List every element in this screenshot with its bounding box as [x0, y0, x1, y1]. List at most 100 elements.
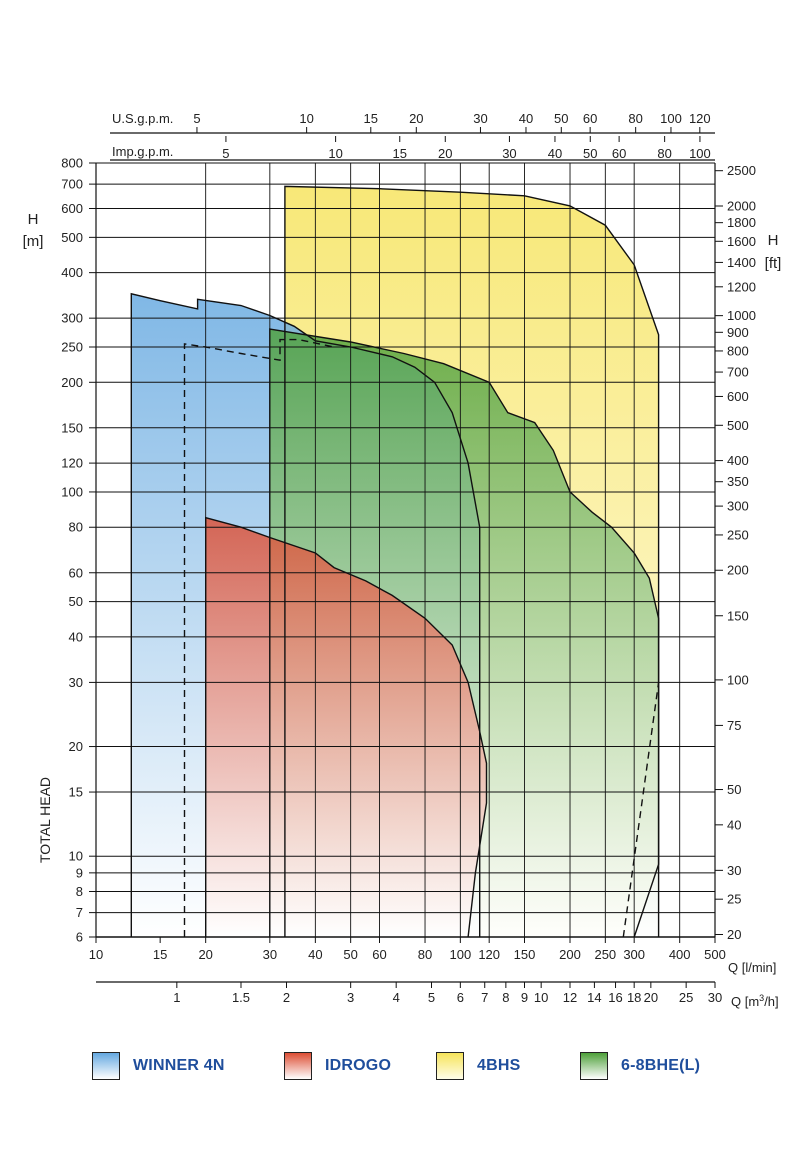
x-axis-tick-m3h: 20 [644, 990, 658, 1005]
x-axis-tick-lmin: 20 [198, 947, 212, 962]
left-axis-tick: 50 [69, 594, 83, 609]
chart-axes: 8007006005004003002502001501201008060504… [23, 111, 782, 1009]
top-axis-usgpm-tick: 30 [473, 111, 487, 126]
right-axis-tick: 25 [727, 892, 741, 907]
right-axis-tick: 1400 [727, 255, 756, 270]
top-axis-usgpm-tick: 50 [554, 111, 568, 126]
x-axis-tick-m3h: 6 [457, 990, 464, 1005]
right-axis-tick: 250 [727, 527, 749, 542]
legend-item-idrogo: IDROGO [284, 1052, 391, 1080]
left-axis-tick: 9 [76, 865, 83, 880]
right-axis-tick: 400 [727, 453, 749, 468]
right-axis-tick: 300 [727, 499, 749, 514]
top-axis-impgpm-tick: 50 [583, 146, 597, 161]
x-axis-tick-lmin: 100 [449, 947, 471, 962]
x-axis-tick-lmin: 500 [704, 947, 726, 962]
left-axis-tick: 600 [61, 201, 83, 216]
x-axis-tick-m3h: 2 [283, 990, 290, 1005]
x-axis-tick-lmin: 30 [263, 947, 277, 962]
right-axis-tick: 100 [727, 672, 749, 687]
right-axis-tick: 2500 [727, 163, 756, 178]
right-axis-tick: 900 [727, 325, 749, 340]
x-axis-tick-m3h: 16 [608, 990, 622, 1005]
top-axis-usgpm-tick: 80 [628, 111, 642, 126]
left-axis-label-unit: [m] [23, 233, 44, 250]
legend-swatch-4bhs [436, 1052, 464, 1080]
right-axis-tick: 30 [727, 863, 741, 878]
series-outlines [130, 185, 660, 938]
x-axis-tick-lmin: 40 [308, 947, 322, 962]
right-axis-tick: 200 [727, 563, 749, 578]
right-axis-label-unit: [ft] [765, 255, 782, 272]
series-outline-4bhs [284, 185, 660, 938]
top-axis-usgpm-tick: 5 [193, 111, 200, 126]
series-outline-winner-4n [130, 292, 481, 937]
legend-swatch-winner-4n [92, 1052, 120, 1080]
x-axis-tick-m3h: 3 [347, 990, 354, 1005]
left-axis-tick: 250 [61, 339, 83, 354]
top-axis-usgpm-tick: 60 [583, 111, 597, 126]
left-axis-tick: 20 [69, 739, 83, 754]
legend-swatch-6-8bhe [580, 1052, 608, 1080]
x-axis-tick-lmin: 50 [343, 947, 357, 962]
top-axis-impgpm-tick: 20 [438, 146, 452, 161]
left-axis-tick: 6 [76, 930, 83, 945]
left-axis-tick: 8 [76, 884, 83, 899]
x-axis-tick-lmin: 300 [623, 947, 645, 962]
right-axis-tick: 1800 [727, 215, 756, 230]
top-axis-impgpm-tick: 5 [222, 146, 229, 161]
top-axis-usgpm-tick: 120 [689, 111, 711, 126]
x-axis-tick-lmin: 250 [594, 947, 616, 962]
top-axis-impgpm-tick: 100 [689, 146, 711, 161]
left-axis-tick: 10 [69, 849, 83, 864]
right-axis-tick: 50 [727, 782, 741, 797]
left-axis-tick: 60 [69, 565, 83, 580]
x-axis-tick-m3h: 7 [481, 990, 488, 1005]
x-axis-tick-lmin: 120 [478, 947, 500, 962]
legend-label-6-8bhe: 6-8BHE(L) [621, 1057, 701, 1074]
legend-item-winner-4n: WINNER 4N [92, 1052, 225, 1080]
x-axis-tick-lmin: 10 [89, 947, 103, 962]
x-axis-tick-lmin: 15 [153, 947, 167, 962]
top-axis-usgpm-tick: 100 [660, 111, 682, 126]
x-axis-tick-m3h: 9 [521, 990, 528, 1005]
chart-legend: WINNER 4N IDROGO 4BHS 6-8BHE(L) [0, 1052, 800, 1092]
right-axis-tick: 1600 [727, 234, 756, 249]
left-axis-tick: 200 [61, 375, 83, 390]
dashed-outline-4bhs-alt [622, 682, 660, 938]
x-axis-tick-lmin: 400 [669, 947, 691, 962]
x-axis-tick-m3h: 14 [587, 990, 601, 1005]
left-axis-tick: 500 [61, 230, 83, 245]
top-axis-impgpm-tick: 40 [548, 146, 562, 161]
right-axis-tick: 2000 [727, 198, 756, 213]
top-axis-impgpm-tick: 30 [502, 146, 516, 161]
left-axis-tick: 7 [76, 905, 83, 920]
x-axis-tick-lmin: 60 [372, 947, 386, 962]
x-axis-tick-m3h: 5 [428, 990, 435, 1005]
right-axis-tick: 600 [727, 389, 749, 404]
x-axis-tick-m3h: 10 [534, 990, 548, 1005]
right-axis-tick: 500 [727, 418, 749, 433]
left-axis-tick: 120 [61, 456, 83, 471]
legend-item-6-8bhe: 6-8BHE(L) [580, 1052, 700, 1080]
top-axis-usgpm-label: U.S.g.p.m. [112, 111, 173, 126]
x-axis-label-lmin: Q [l/min] [728, 960, 776, 975]
x-axis-tick-m3h: 1.5 [232, 990, 250, 1005]
legend-swatch-idrogo [284, 1052, 312, 1080]
top-axis-usgpm-tick: 15 [364, 111, 378, 126]
top-axis-impgpm-label: Imp.g.p.m. [112, 144, 173, 159]
top-axis-usgpm-tick: 40 [519, 111, 533, 126]
right-axis-tick: 150 [727, 608, 749, 623]
top-axis-usgpm-tick: 10 [299, 111, 313, 126]
left-axis-tick: 100 [61, 484, 83, 499]
left-axis-tick: 800 [61, 156, 83, 171]
x-axis-tick-lmin: 80 [418, 947, 432, 962]
x-axis-label-m3h: Q [m3/h] [731, 993, 779, 1009]
right-axis-tick: 1200 [727, 279, 756, 294]
left-axis-tick: 150 [61, 420, 83, 435]
series-outline-6-8bhe-l [269, 328, 660, 937]
series-outline-idrogo [204, 516, 488, 938]
top-axis-impgpm-tick: 15 [393, 146, 407, 161]
left-axis-tick: 40 [69, 629, 83, 644]
